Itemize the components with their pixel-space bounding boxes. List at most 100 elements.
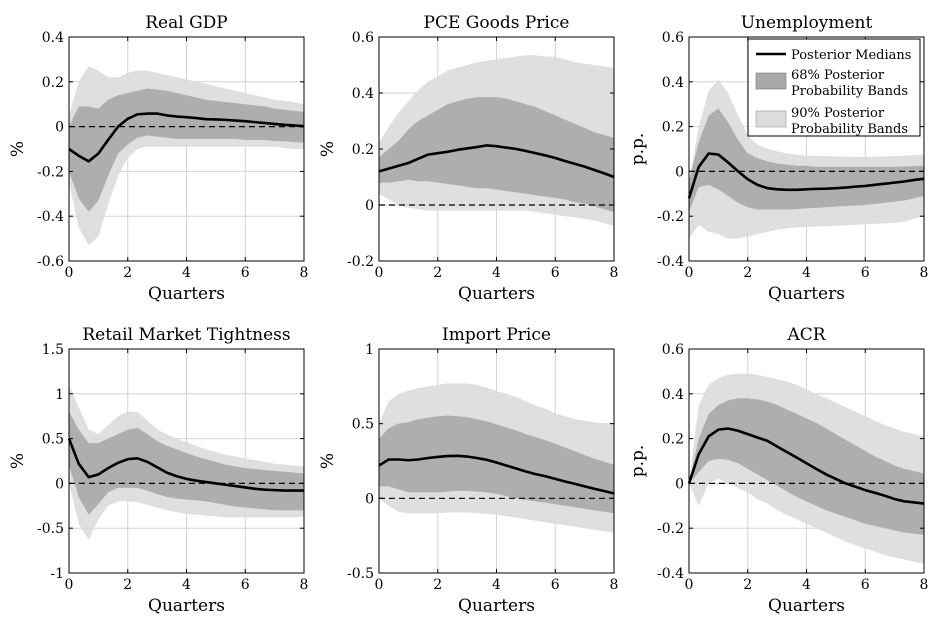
legend-band68-swatch [755,72,787,90]
x-tick-label: 6 [551,265,560,281]
y-axis-label: % [318,141,338,157]
band-68-area [379,97,614,212]
x-tick-label: 2 [123,577,132,593]
y-tick-label: 0 [365,491,374,507]
y-tick-label: 0.2 [662,432,684,448]
y-tick-label: -0.4 [37,209,64,225]
panel-title: Import Price [442,325,551,345]
y-tick-label: 0 [55,476,64,492]
x-tick-label: 2 [433,265,442,281]
x-tick-label: 0 [685,265,694,281]
x-tick-label: 8 [300,577,309,593]
x-tick-label: 8 [300,265,309,281]
y-tick-label: 0.2 [662,120,684,136]
x-axis-label: Quarters [458,284,535,304]
y-tick-label: 0 [55,120,64,136]
x-tick-label: 8 [920,577,929,593]
x-tick-label: 0 [375,265,384,281]
tick-group: 0 2 4 6 8 -0.4 -0.2 0 0.2 0.4 0.6 [657,342,928,593]
x-axis-label: Quarters [768,284,845,304]
y-tick-label: -0.6 [37,254,64,270]
x-tick-label: 0 [65,265,74,281]
y-tick-label: 0.4 [42,30,64,46]
y-tick-label: -0.5 [37,521,64,537]
y-tick-label: 0.4 [352,86,374,102]
x-tick-label: 4 [802,577,811,593]
y-tick-label: -0.2 [657,521,684,537]
x-tick-label: 6 [861,577,870,593]
y-tick-label: 0 [675,476,684,492]
legend-band68-label: Probability Bands [791,84,908,99]
y-tick-label: -0.2 [657,209,684,225]
x-tick-label: 8 [610,265,619,281]
x-tick-label: 6 [241,577,250,593]
legend-band90-label: Probability Bands [791,122,908,137]
band-68-area [379,415,614,514]
y-tick-label: 0.6 [662,30,684,46]
y-axis-label: % [8,141,28,157]
y-tick-label: 0.2 [352,142,374,158]
median-line [68,112,305,163]
y-tick-label: -0.2 [37,164,64,180]
median-line [67,438,304,492]
y-tick-label: -0.4 [657,566,684,582]
panel-title: Retail Market Tightness [82,325,290,345]
y-tick-label: 0.4 [662,75,684,91]
panel-title: PCE Goods Price [424,13,570,33]
panel-3: Unemployment 0 2 4 6 8 -0.4 -0.2 0 0.2 0.4 0.6 Quart… [628,13,928,304]
x-tick-label: 4 [182,265,191,281]
band-68-area [689,398,924,535]
tick-group: 0 2 4 6 8 -0.6 -0.4 -0.2 0 0.2 0.4 [37,30,308,281]
x-tick-label: 2 [433,577,442,593]
y-axis-label: % [8,453,28,469]
y-tick-label: 0.6 [662,342,684,358]
legend-median-label: Posterior Medians [791,48,911,63]
x-tick-label: 8 [610,577,619,593]
x-tick-label: 2 [743,265,752,281]
x-tick-label: 6 [241,265,250,281]
legend-band90-swatch [755,110,787,128]
x-tick-label: 0 [65,577,74,593]
x-tick-label: 4 [802,265,811,281]
y-tick-label: 0.5 [352,417,374,433]
y-tick-label: 0.5 [42,432,64,448]
x-axis-label: Quarters [458,596,535,616]
x-tick-label: 6 [551,577,560,593]
x-tick-label: 0 [375,577,384,593]
x-tick-label: 8 [920,265,929,281]
median-line [378,144,615,179]
x-tick-label: 6 [861,265,870,281]
panel-title: Unemployment [741,13,873,33]
x-tick-label: 4 [492,577,501,593]
y-tick-label: -1 [50,566,64,582]
x-axis-label: Quarters [148,284,225,304]
panel-4: Retail Market Tightness 0 2 4 6 8 -1 -0.5 0 0.5 1 1… [8,325,308,616]
y-tick-label: -0.5 [347,566,374,582]
x-axis-label: Quarters [148,596,225,616]
panel-title: ACR [786,325,826,345]
y-tick-label: 0.6 [352,30,374,46]
y-axis-label: p.p. [628,445,648,478]
median-line [687,152,925,199]
legend-band90-label: 90% Posterior [791,106,885,121]
y-tick-label: 0.2 [42,75,64,91]
y-tick-label: 0.4 [662,387,684,403]
x-tick-label: 4 [492,265,501,281]
tick-group: 0 2 4 6 8-0.500.51 [347,342,618,593]
median-line [687,427,925,505]
y-axis-label: % [318,453,338,469]
tick-group: 0 2 4 6 8 -1 -0.5 0 0.5 1 1.5 [37,342,308,593]
tick-group: 0 2 4 6 8-0.200.20.40.6 [347,30,618,281]
x-tick-label: 2 [743,577,752,593]
panel-1: Real GDP 0 2 4 6 8 -0.6 -0.4 -0.2 0 0.2 0.4 Quarters… [8,13,308,304]
tick-group: 0 2 4 6 8 -0.4 -0.2 0 0.2 0.4 0.6 [657,30,928,281]
y-axis-label: p.p. [628,133,648,166]
y-tick-label: 1.5 [42,342,64,358]
y-tick-label: -0.2 [347,254,374,270]
y-tick-label: 0 [365,198,374,214]
median-line [378,454,615,495]
y-tick-label: -0.4 [657,254,684,270]
